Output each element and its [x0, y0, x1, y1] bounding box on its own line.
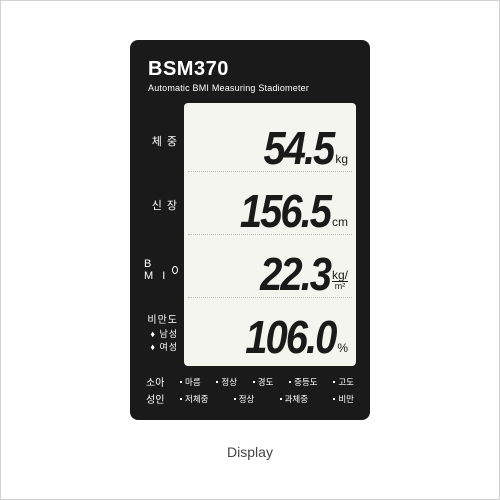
footer-row-child: 소아 마름 정상 경도 중등도 고도 [146, 374, 354, 389]
child-item: 중등도 [289, 376, 317, 388]
model-subtitle: Automatic BMI Measuring Stadiometer [148, 83, 356, 93]
lcd-row-weight: 54.5 kg [188, 109, 352, 172]
lcd-row-bmi: 22.3 kg/m² [188, 235, 352, 298]
obesity-value: 106.0 [245, 315, 335, 361]
adult-items: 저체중 정상 과체중 비만 [180, 393, 354, 405]
label-height: 신 장 [144, 173, 184, 237]
child-label: 소아 [146, 374, 176, 389]
obesity-unit: % [337, 342, 348, 354]
adult-item: 저체중 [180, 393, 208, 405]
panel-row: 체 중 신 장 B M I 비만도 ♦ 남성 ♦ 여성 54.5 kg 156.… [144, 103, 356, 366]
label-male: ♦ 남성 [150, 328, 178, 341]
obesity-title: 비만도 [147, 314, 178, 328]
label-bmi: B M I [144, 238, 184, 302]
adult-item: 비만 [333, 393, 354, 405]
child-item: 정상 [216, 376, 237, 388]
caption: Display [227, 444, 273, 460]
side-labels: 체 중 신 장 B M I 비만도 ♦ 남성 ♦ 여성 [144, 103, 184, 366]
label-weight: 체 중 [144, 109, 184, 173]
label-obesity: 비만도 ♦ 남성 ♦ 여성 [144, 302, 184, 366]
child-items: 마름 정상 경도 중등도 고도 [180, 376, 354, 388]
child-item: 마름 [180, 376, 201, 388]
weight-unit: kg [335, 153, 348, 165]
weight-value: 54.5 [263, 126, 333, 172]
bmi-value: 22.3 [260, 252, 330, 298]
lcd-row-obesity: 106.0 % [188, 298, 352, 360]
child-item: 경도 [253, 376, 274, 388]
lcd-screen: 54.5 kg 156.5 cm 22.3 kg/m² 106.0 % [184, 103, 356, 366]
device-panel: BSM370 Automatic BMI Measuring Stadiomet… [130, 40, 370, 420]
label-female: ♦ 여성 [150, 341, 178, 354]
adult-item: 정상 [234, 393, 255, 405]
height-unit: cm [332, 216, 348, 228]
height-value: 156.5 [240, 189, 330, 235]
lcd-row-height: 156.5 cm [188, 172, 352, 235]
child-item: 고도 [333, 376, 354, 388]
device-header: BSM370 Automatic BMI Measuring Stadiomet… [144, 58, 356, 93]
model-number: BSM370 [148, 58, 356, 81]
footer-row-adult: 성인 저체중 정상 과체중 비만 [146, 391, 354, 406]
bmi-unit: kg/m² [332, 269, 348, 291]
adult-item: 과체중 [280, 393, 308, 405]
footer-legend: 소아 마름 정상 경도 중등도 고도 성인 저체중 정상 과체중 비만 [144, 374, 356, 408]
adult-label: 성인 [146, 391, 176, 406]
